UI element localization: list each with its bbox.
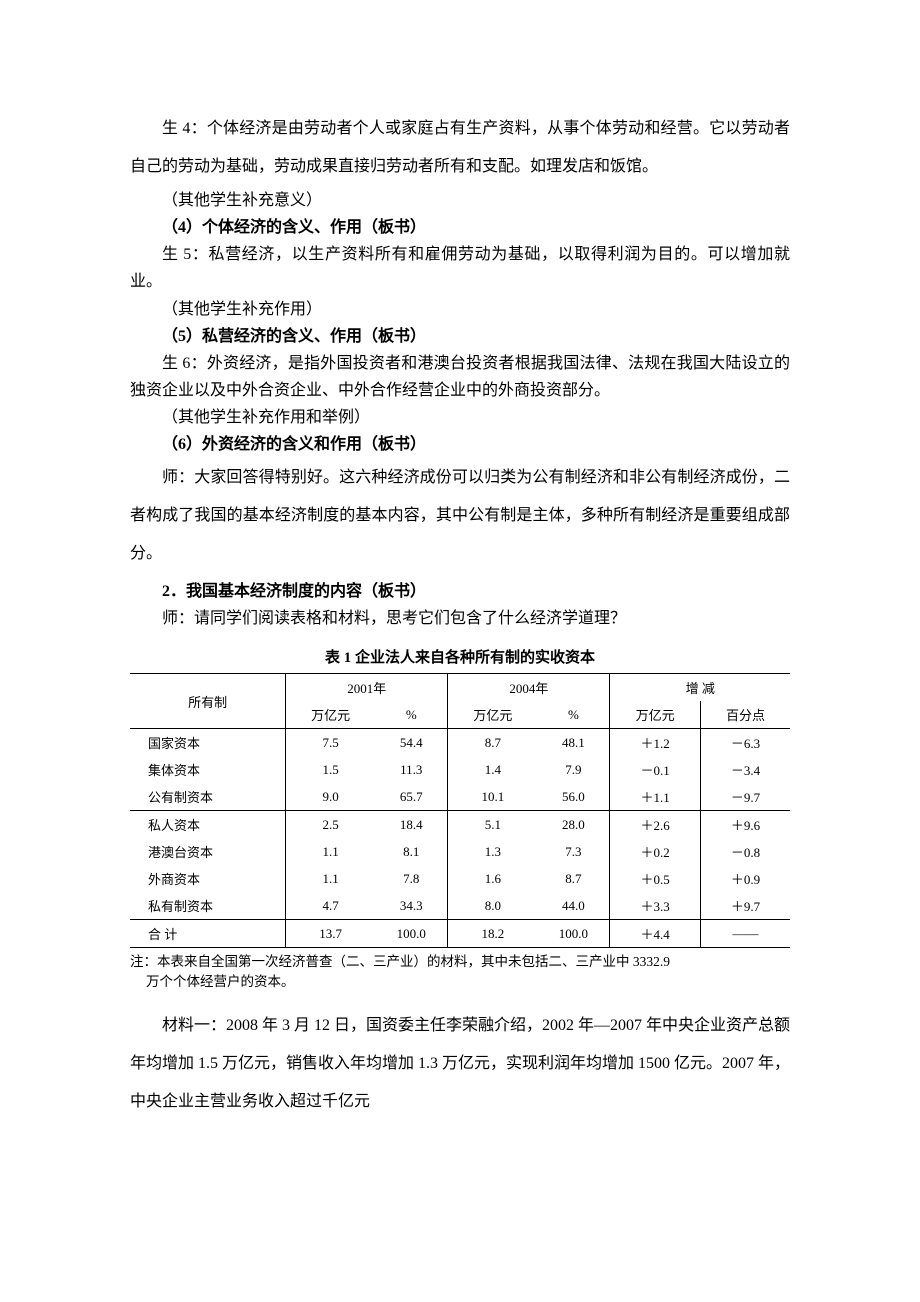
- table-cell: 外商资本: [130, 865, 286, 892]
- table-cell: ＋0.9: [700, 865, 790, 892]
- table-note: 注：本表来自全国第一次经济普查（二、三产业）的材料，其中未包括二、三产业中 33…: [130, 952, 790, 993]
- table-cell: ＋1.1: [610, 783, 700, 811]
- table-cell: 1.6: [448, 865, 538, 892]
- capital-table: 所有制 2001年 2004年 增 减 万亿元 % 万亿元 % 万亿元 百分点 …: [130, 673, 790, 948]
- table-subheader: 万亿元: [448, 701, 538, 729]
- table-cell: 5.1: [448, 811, 538, 839]
- table-cell: 1.3: [448, 838, 538, 865]
- table-row: 私有制资本4.734.38.044.0＋3.3＋9.7: [130, 892, 790, 920]
- table-cell: －0.1: [610, 756, 700, 783]
- table-cell: ＋2.6: [610, 811, 700, 839]
- table-cell: ＋9.7: [700, 892, 790, 920]
- table-subheader: 万亿元: [610, 701, 700, 729]
- table-cell: 4.7: [286, 892, 376, 920]
- table-cell: 34.3: [375, 892, 448, 920]
- table-cell: ——: [700, 920, 790, 948]
- paragraph-read-prompt: 师：请同学们阅读表格和材料，思考它们包含了什么经济学道理？: [130, 605, 790, 632]
- table-cell: 7.3: [537, 838, 610, 865]
- table-note-line-1: 注：本表来自全国第一次经济普查（二、三产业）的材料，其中未包括二、三产业中 33…: [130, 954, 670, 969]
- heading-section-2: 2．我国基本经济制度的内容（板书）: [130, 578, 790, 605]
- table-cell: 56.0: [537, 783, 610, 811]
- table-cell: 8.1: [375, 838, 448, 865]
- table-cell: 合 计: [130, 920, 286, 948]
- table-row: 港澳台资本1.18.11.37.3＋0.2－0.8: [130, 838, 790, 865]
- table-header-2001: 2001年: [286, 674, 448, 702]
- table-cell: 集体资本: [130, 756, 286, 783]
- table-cell: 1.5: [286, 756, 376, 783]
- table-cell: 18.4: [375, 811, 448, 839]
- paragraph-student-6: 生 6：外资经济，是指外国投资者和港澳台投资者根据我国法律、法规在我国大陆设立的…: [130, 350, 790, 404]
- table-cell: 1.1: [286, 865, 376, 892]
- table-cell: 65.7: [375, 783, 448, 811]
- table-header-2004: 2004年: [448, 674, 610, 702]
- table-cell: －9.7: [700, 783, 790, 811]
- table-cell: 100.0: [375, 920, 448, 948]
- table-cell: 公有制资本: [130, 783, 286, 811]
- document-page: 生 4：个体经济是由劳动者个人或家庭占有生产资料，从事个体劳动和经营。它以劳动者…: [0, 0, 920, 1302]
- heading-item-6: （6）外资经济的含义和作用（板书）: [130, 431, 790, 458]
- table-header-ownership: 所有制: [130, 674, 286, 729]
- paragraph-supplement-1: （其他学生补充意义）: [130, 187, 790, 214]
- table-cell: 28.0: [537, 811, 610, 839]
- table-cell: 国家资本: [130, 729, 286, 757]
- table-cell: 44.0: [537, 892, 610, 920]
- table-cell: 1.4: [448, 756, 538, 783]
- table-cell: 48.1: [537, 729, 610, 757]
- table-cell: －3.4: [700, 756, 790, 783]
- table-title: 表 1 企业法人来自各种所有制的实收资本: [130, 646, 790, 667]
- table-cell: 7.9: [537, 756, 610, 783]
- table-subheader: %: [537, 701, 610, 729]
- table-body: 国家资本7.554.48.748.1＋1.2－6.3集体资本1.511.31.4…: [130, 729, 790, 948]
- heading-item-4: （4）个体经济的含义、作用（板书）: [130, 214, 790, 241]
- table-cell: ＋4.4: [610, 920, 700, 948]
- table-row: 集体资本1.511.31.47.9－0.1－3.4: [130, 756, 790, 783]
- table-cell: 7.5: [286, 729, 376, 757]
- table-cell: 私有制资本: [130, 892, 286, 920]
- table-subheader: 万亿元: [286, 701, 376, 729]
- table-cell: 11.3: [375, 756, 448, 783]
- heading-item-5: （5）私营经济的含义、作用（板书）: [130, 323, 790, 350]
- table-cell: 港澳台资本: [130, 838, 286, 865]
- table-cell: 100.0: [537, 920, 610, 948]
- table-cell: 13.7: [286, 920, 376, 948]
- paragraph-supplement-3: （其他学生补充作用和举例）: [130, 404, 790, 431]
- table-subheader: %: [375, 701, 448, 729]
- table-note-line-2: 万个个体经营户的资本。: [130, 974, 295, 989]
- table-cell: 私人资本: [130, 811, 286, 839]
- table-row: 合 计13.7100.018.2100.0＋4.4——: [130, 920, 790, 948]
- paragraph-material-1: 材料一：2008 年 3 月 12 日，国资委主任李荣融介绍，2002 年—20…: [130, 1007, 790, 1122]
- table-cell: －0.8: [700, 838, 790, 865]
- table-cell: 8.7: [537, 865, 610, 892]
- table-cell: 8.7: [448, 729, 538, 757]
- table-cell: 10.1: [448, 783, 538, 811]
- table-cell: ＋3.3: [610, 892, 700, 920]
- table-cell: 7.8: [375, 865, 448, 892]
- table-row: 外商资本1.17.81.68.7＋0.5＋0.9: [130, 865, 790, 892]
- table-cell: ＋0.2: [610, 838, 700, 865]
- paragraph-student-5: 生 5：私营经济，以生产资料所有和雇佣劳动为基础，以取得利润为目的。可以增加就业…: [130, 241, 790, 295]
- table-cell: 54.4: [375, 729, 448, 757]
- table-cell: ＋1.2: [610, 729, 700, 757]
- table-cell: ＋9.6: [700, 811, 790, 839]
- table-cell: 2.5: [286, 811, 376, 839]
- table-cell: 18.2: [448, 920, 538, 948]
- paragraph-supplement-2: （其他学生补充作用）: [130, 296, 790, 323]
- table-row: 私人资本2.518.45.128.0＋2.6＋9.6: [130, 811, 790, 839]
- paragraph-student-4: 生 4：个体经济是由劳动者个人或家庭占有生产资料，从事个体劳动和经营。它以劳动者…: [130, 110, 790, 187]
- table-cell: 1.1: [286, 838, 376, 865]
- table-header-change: 增 减: [610, 674, 790, 702]
- table-row: 国家资本7.554.48.748.1＋1.2－6.3: [130, 729, 790, 757]
- paragraph-teacher: 师：大家回答得特别好。这六种经济成份可以归类为公有制经济和非公有制经济成份，二者…: [130, 459, 790, 574]
- table-cell: 8.0: [448, 892, 538, 920]
- table-cell: ＋0.5: [610, 865, 700, 892]
- table-cell: 9.0: [286, 783, 376, 811]
- table-subheader: 百分点: [700, 701, 790, 729]
- table-row: 公有制资本9.065.710.156.0＋1.1－9.7: [130, 783, 790, 811]
- table-cell: －6.3: [700, 729, 790, 757]
